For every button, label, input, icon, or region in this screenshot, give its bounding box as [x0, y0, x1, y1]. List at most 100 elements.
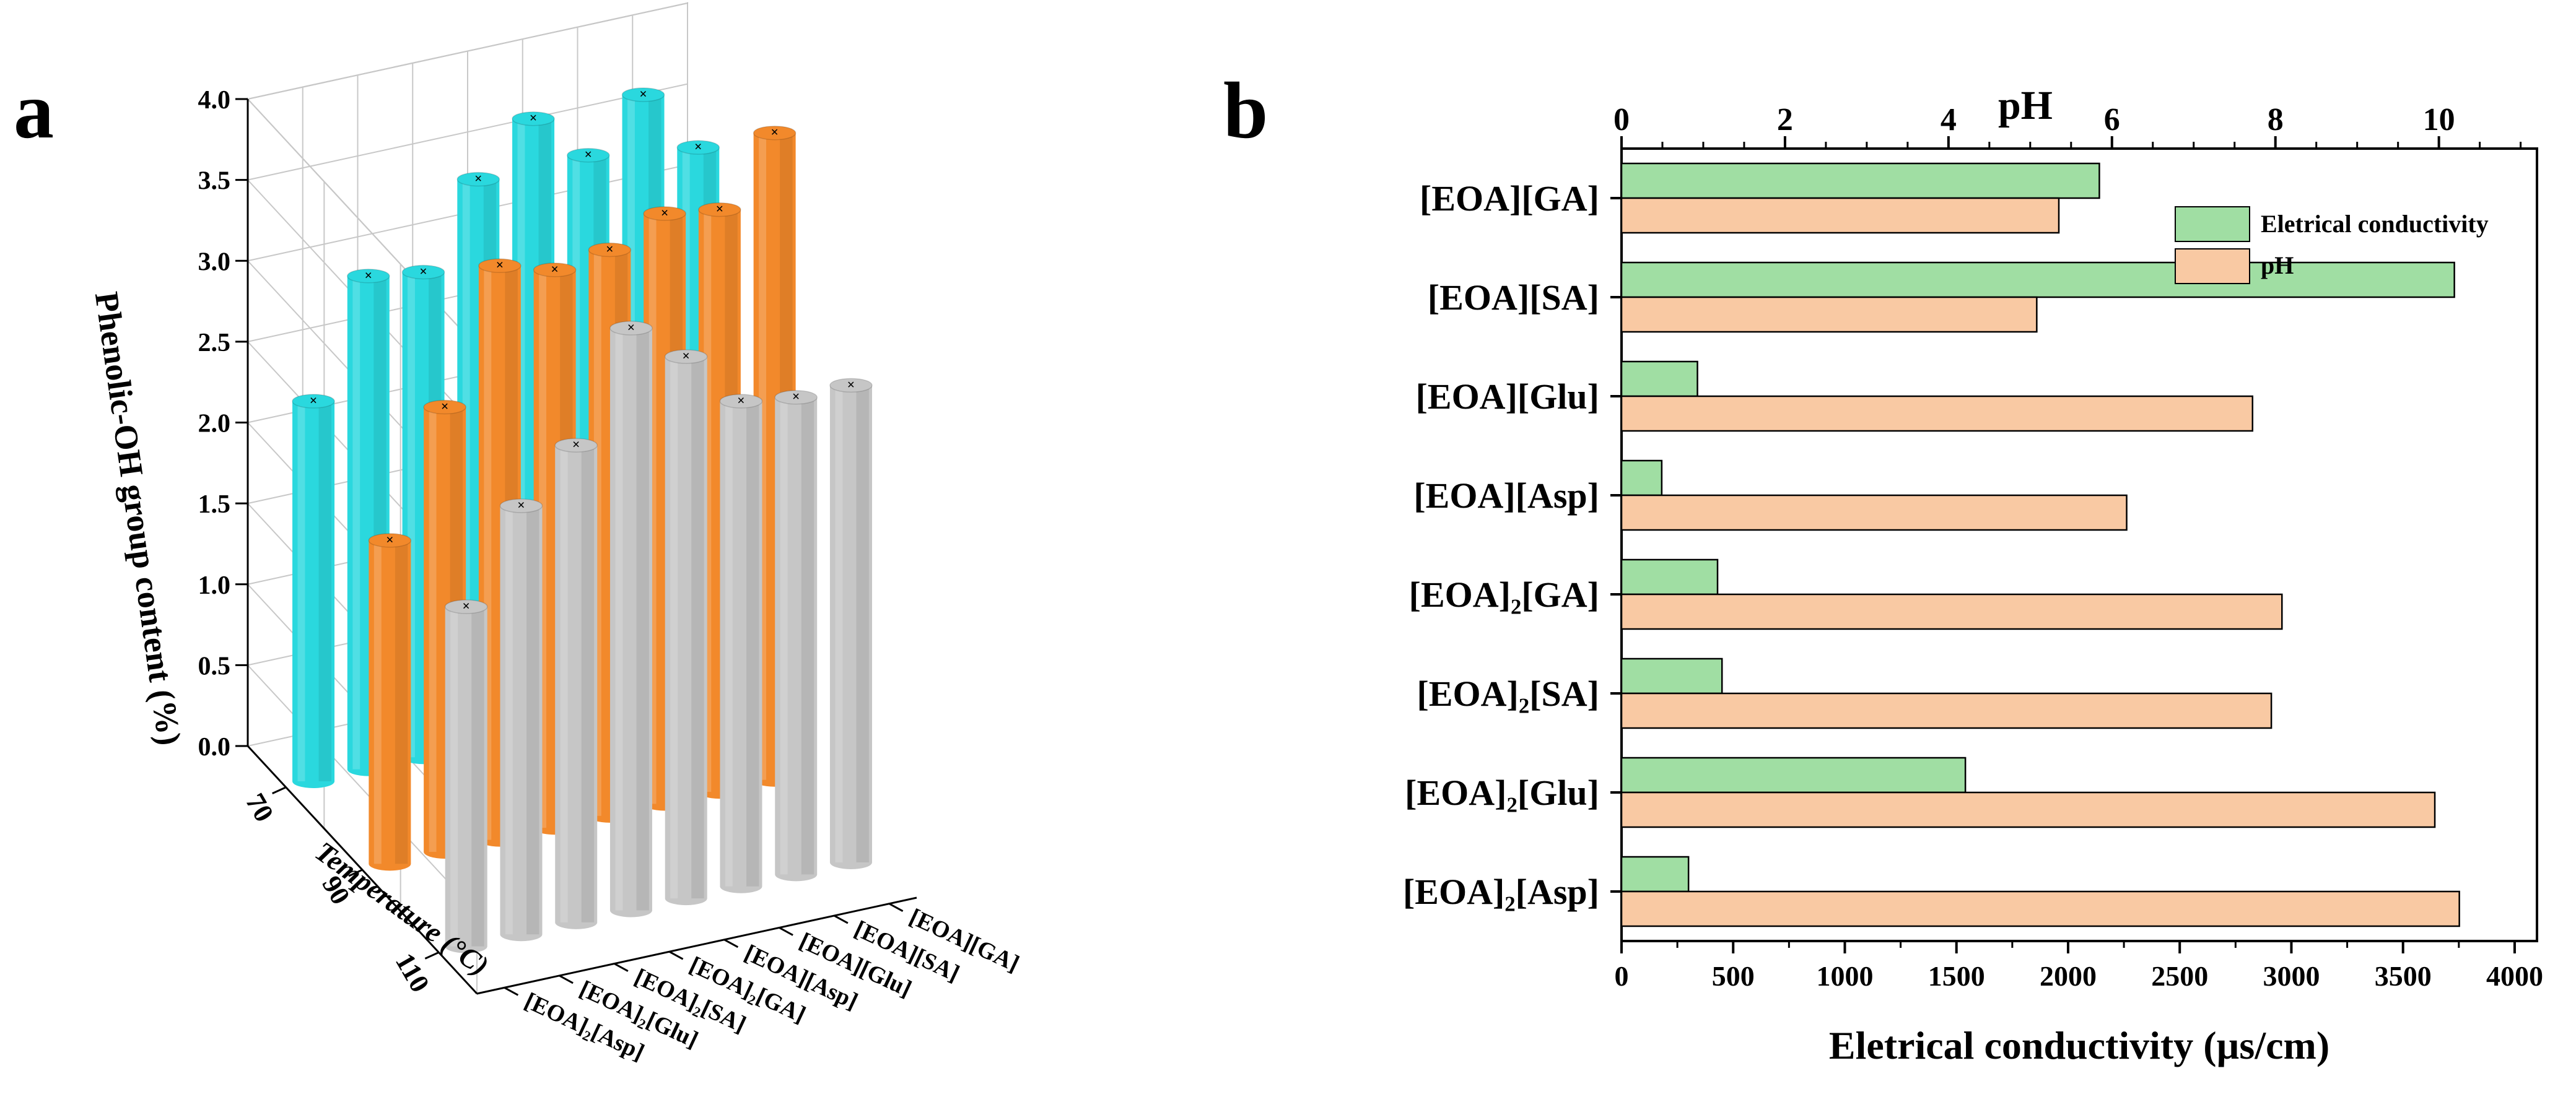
bar-conductivity: [1620, 856, 1690, 893]
cylinder-body: [609, 328, 652, 918]
cylinder-shade: [636, 328, 649, 911]
error-bar: ×: [737, 393, 745, 408]
cylinder-shade: [801, 397, 814, 875]
z-tick-label: 3.5: [198, 167, 231, 196]
cylinder-body: [292, 401, 335, 788]
cylinder-top: [609, 321, 653, 336]
cylinder-highlight: [373, 540, 382, 864]
z-tick-label: 1.0: [198, 571, 231, 600]
error-bar: ×: [530, 110, 538, 126]
error-bar: ×: [694, 139, 702, 154]
cylinder-bar: ×: [292, 393, 335, 788]
z-tick-label: 0.0: [198, 733, 231, 761]
cylinder-highlight: [572, 155, 580, 722]
cylinder-top: [554, 438, 598, 453]
chart-b-bottom-axis-label: Eletrical conductivity (µs/cm): [1829, 1023, 2329, 1067]
cylinder-top: [499, 498, 543, 513]
bar-ph: [1620, 692, 2273, 729]
bar-ph: [1620, 296, 2038, 333]
top-tick-label: 4: [1941, 102, 1957, 137]
chart-b-top-axis-label: pH: [1998, 83, 2053, 128]
bottom-tick-label: 0: [1615, 960, 1629, 992]
cylinder-top: [698, 202, 741, 217]
bottom-tick-label: 500: [1712, 960, 1755, 992]
cylinder-highlight: [429, 407, 437, 852]
cylinder-top: [456, 171, 500, 187]
cylinder-body: [445, 607, 487, 953]
legend-swatch-ph: [2175, 248, 2250, 284]
cylinder-shade: [318, 401, 331, 781]
bottom-tick-label: 3500: [2375, 960, 2432, 992]
bar-ph: [1620, 494, 2128, 531]
cylinder-bar: ×: [609, 319, 653, 918]
temperature-tick: [424, 951, 439, 960]
bar-ph: [1620, 791, 2436, 828]
cylinder-highlight: [593, 249, 601, 816]
cylinder-highlight: [780, 397, 788, 875]
bottom-tick-label: 3000: [2263, 960, 2320, 992]
cylinder-top: [753, 125, 797, 141]
cylinder-body: [555, 445, 598, 929]
error-bar: ×: [386, 532, 394, 547]
cylinder-highlight: [352, 276, 360, 770]
z-tick-label: 2.0: [198, 410, 231, 438]
bar-conductivity: [1620, 558, 1719, 596]
top-tick-label: 0: [1613, 102, 1630, 137]
temperature-tick-label: 70: [240, 788, 279, 827]
category-label: [EOA][Glu]: [1416, 376, 1599, 417]
temperature-tick-label: 110: [390, 948, 435, 997]
catalyst-tick: [888, 903, 904, 913]
cylinder-shade: [395, 540, 408, 864]
category-label: [EOA][GA]: [1420, 178, 1599, 219]
cylinder-top: [643, 206, 686, 221]
error-bar: ×: [310, 393, 318, 408]
error-bar: ×: [682, 348, 690, 363]
top-tick-label: 2: [1777, 102, 1793, 137]
panel-label-a: a: [14, 66, 54, 155]
cylinder-bar: ×: [444, 598, 488, 953]
bar-ph: [1620, 197, 2060, 234]
cylinder-top: [676, 140, 720, 155]
bar-conductivity: [1620, 360, 1698, 397]
catalyst-tick: [559, 974, 574, 984]
cylinder-highlight: [462, 179, 470, 745]
error-bar: ×: [572, 436, 580, 452]
cylinder-highlight: [670, 356, 678, 899]
cylinder-highlight: [517, 118, 525, 734]
category-label: [EOA][Asp]: [1413, 475, 1599, 516]
cylinder-shade: [746, 401, 759, 887]
cylinder-body: [369, 540, 411, 871]
bottom-tick-label: 1000: [1816, 960, 1873, 992]
z-tick-label: 1.5: [198, 490, 231, 519]
error-bar: ×: [551, 261, 559, 277]
cylinder-top: [774, 389, 818, 405]
chart-b-horizontal-bars: [EOA][GA] [EOA][SA] [EOA][Glu] [EOA][Asp] [E…: [1403, 83, 2543, 1067]
cylinder-shade: [856, 385, 869, 863]
cylinder-highlight: [648, 213, 657, 804]
catalyst-tick: [504, 986, 519, 996]
cylinder-top: [368, 533, 412, 548]
temperature-tick: [272, 786, 287, 795]
cylinder-top: [478, 258, 522, 273]
cylinder-bar: ×: [719, 393, 763, 893]
chart-a-bars: × × × × × × × × × × × × × × × × × × × × × × × ×: [292, 86, 873, 953]
cylinder-highlight: [450, 607, 458, 947]
error-bar: ×: [771, 124, 779, 140]
cylinder-bar: ×: [664, 348, 708, 906]
catalyst-tick: [834, 914, 849, 924]
category-label: [EOA]₂[Asp]: [1403, 872, 1599, 912]
chart-b-plot-frame: [1620, 147, 2538, 942]
cylinder-highlight: [539, 269, 547, 828]
cylinder-highlight: [725, 401, 733, 887]
cylinder-shade: [526, 505, 539, 935]
error-bar: ×: [792, 389, 800, 404]
error-bar: ×: [419, 263, 427, 279]
cylinder-top: [588, 242, 632, 258]
top-tick-label: 10: [2423, 102, 2455, 137]
cylinder-shade: [691, 356, 704, 899]
error-bar: ×: [441, 399, 449, 414]
top-tick-label: 8: [2268, 102, 2284, 137]
cylinder-highlight: [484, 266, 492, 840]
cylinder-highlight: [408, 272, 415, 758]
